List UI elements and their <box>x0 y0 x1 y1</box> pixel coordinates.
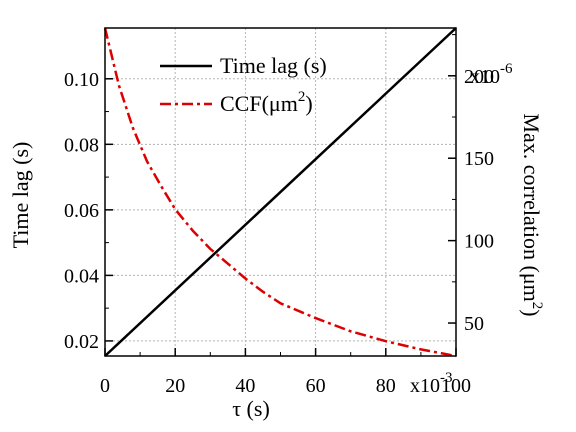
y-right-scale-exp: -6 <box>500 61 513 77</box>
legend-label-ccf-end: ) <box>305 91 312 116</box>
y-right-tick-label: 200 <box>464 66 494 88</box>
legend-label-ccf-main: CCF(μm <box>220 91 298 116</box>
series-layer <box>103 27 457 358</box>
y-right-scale-label: x10-6 <box>470 61 513 88</box>
y-right-tick-label: 150 <box>464 148 494 170</box>
y-right-scale-base: x10 <box>470 66 500 88</box>
y-right-axis-title-exp: 2 <box>529 302 545 310</box>
y-left-tick-label: 0.02 <box>64 331 99 353</box>
ticks <box>104 34 457 356</box>
legend-label-time-lag: Time lag (s) <box>220 53 327 78</box>
y-left-tick-label: 0.06 <box>64 200 99 222</box>
y-left-tick-label: 0.08 <box>64 134 99 156</box>
x-tick-label: 0 <box>100 375 110 397</box>
y-right-tick-label: 50 <box>464 313 484 335</box>
series-line-ccf <box>103 27 457 358</box>
x-axis-scale-base: x10 <box>410 375 440 397</box>
x-axis-scale-label: x10-3 <box>410 370 453 397</box>
x-tick-label: 60 <box>306 375 326 397</box>
legend-label-ccf-exp: 2 <box>298 89 306 105</box>
y-right-axis-title: Max. correlation (μm2) <box>519 113 545 316</box>
y-right-axis-title-main: Max. correlation (μm <box>519 113 544 301</box>
x-tick-label: 100 <box>441 375 471 397</box>
y-right-axis-title-end: ) <box>519 309 544 316</box>
x-axis-title: τ (s) <box>232 396 270 421</box>
legend-label-ccf: CCF(μm2) <box>220 89 313 116</box>
x-tick-label: 40 <box>235 375 255 397</box>
legend: Time lag (s) CCF(μm2) <box>160 53 327 116</box>
grid <box>105 28 456 356</box>
x-axis-scale-exp: -3 <box>440 370 453 386</box>
series-line-time-lag <box>104 27 457 357</box>
y-left-axis-title: Time lag (s) <box>8 142 33 249</box>
y-right-tick-label: 100 <box>464 231 494 253</box>
x-tick-label: 20 <box>165 375 185 397</box>
y-left-tick-label: 0.10 <box>64 69 99 91</box>
x-tick-label: 80 <box>376 375 396 397</box>
y-left-tick-label: 0.04 <box>64 265 99 287</box>
tick-labels: 0 20 40 60 80 100 0.02 0.04 0.06 0.08 0.10 50 100 150… <box>64 66 494 397</box>
